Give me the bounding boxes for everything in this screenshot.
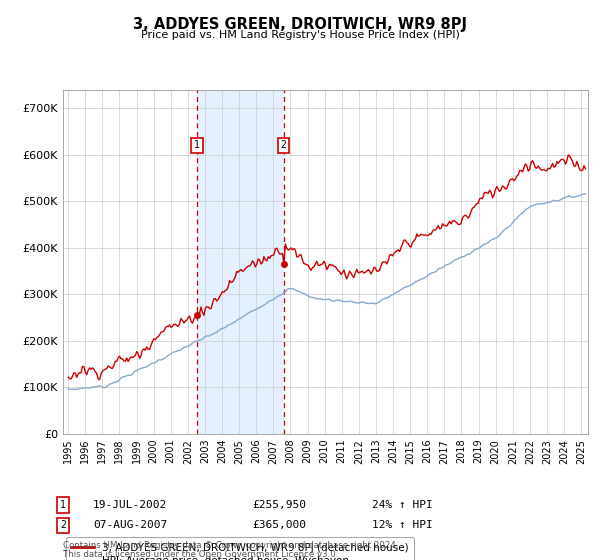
Text: 07-AUG-2007: 07-AUG-2007 <box>93 520 167 530</box>
Text: 19-JUL-2002: 19-JUL-2002 <box>93 500 167 510</box>
Text: 1: 1 <box>60 500 66 510</box>
Text: 3, ADDYES GREEN, DROITWICH, WR9 8PJ: 3, ADDYES GREEN, DROITWICH, WR9 8PJ <box>133 17 467 31</box>
Text: 12% ↑ HPI: 12% ↑ HPI <box>372 520 433 530</box>
Text: 24% ↑ HPI: 24% ↑ HPI <box>372 500 433 510</box>
Text: 1: 1 <box>194 141 200 151</box>
Text: 2: 2 <box>60 520 66 530</box>
Text: Price paid vs. HM Land Registry's House Price Index (HPI): Price paid vs. HM Land Registry's House … <box>140 30 460 40</box>
Text: This data is licensed under the Open Government Licence v3.0.: This data is licensed under the Open Gov… <box>63 550 338 559</box>
Text: Contains HM Land Registry data © Crown copyright and database right 2024.: Contains HM Land Registry data © Crown c… <box>63 541 398 550</box>
Bar <box>197 90 284 434</box>
Text: £255,950: £255,950 <box>252 500 306 510</box>
Text: £365,000: £365,000 <box>252 520 306 530</box>
Text: 2: 2 <box>281 141 287 151</box>
Legend: 3, ADDYES GREEN, DROITWICH, WR9 8PJ (detached house), HPI: Average price, detach: 3, ADDYES GREEN, DROITWICH, WR9 8PJ (det… <box>65 538 414 560</box>
